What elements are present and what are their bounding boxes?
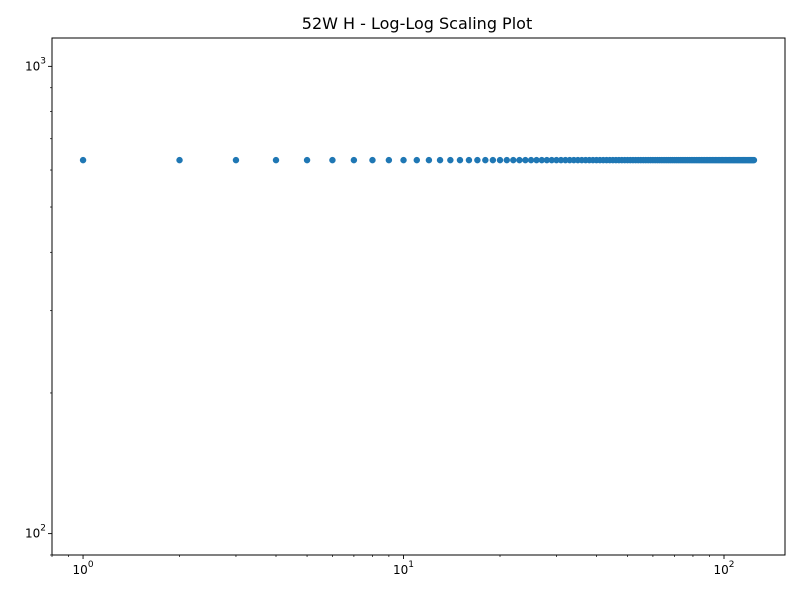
data-point [503, 156, 510, 164]
data-point [557, 156, 565, 164]
chart-title: 52W H - Log-Log Scaling Plot [302, 14, 532, 33]
data-point [516, 156, 523, 164]
data-point [543, 156, 551, 164]
data-point [272, 156, 280, 164]
y-tick-label: 102 [25, 524, 46, 541]
data-point [750, 156, 758, 164]
data-point [425, 156, 433, 164]
data-point [176, 156, 183, 164]
data-point [413, 156, 420, 164]
data-point [436, 156, 444, 164]
data-point [553, 156, 560, 164]
data-point [538, 156, 545, 164]
data-point [385, 156, 393, 164]
data-point [400, 156, 407, 164]
y-axis: 102 103 [25, 56, 52, 556]
data-point [510, 156, 517, 164]
x-tick-label: 100 [73, 560, 94, 577]
x-tick-label: 101 [393, 560, 414, 577]
data-point [482, 156, 489, 164]
data-points [79, 156, 758, 164]
data-point [232, 156, 240, 164]
data-point [350, 156, 358, 164]
data-point [329, 156, 336, 164]
data-point [548, 156, 555, 164]
y-tick-label: 103 [25, 56, 46, 73]
data-point [79, 156, 87, 164]
data-point [496, 156, 504, 164]
data-point [303, 156, 311, 164]
plot-frame [51, 37, 786, 556]
data-point [369, 156, 376, 164]
x-tick-label: 102 [713, 560, 734, 577]
data-point [456, 156, 464, 164]
data-point [474, 156, 481, 164]
data-point [527, 156, 535, 164]
data-point [447, 156, 454, 164]
data-point [522, 156, 529, 164]
data-point [489, 156, 497, 164]
data-point [533, 156, 540, 164]
data-point [465, 156, 473, 164]
x-axis: 100 101 102 [51, 555, 735, 577]
